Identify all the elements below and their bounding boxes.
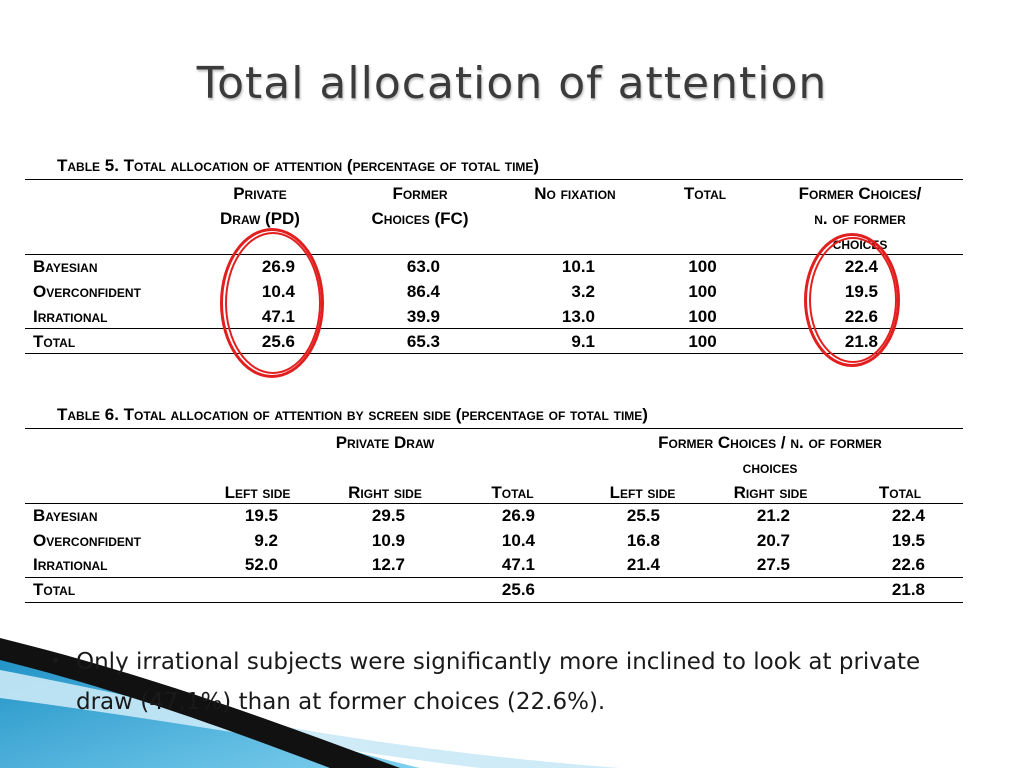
t5-cell-nofix: 10.1 — [561, 257, 595, 276]
table5-top-rule — [25, 179, 963, 180]
t6-subheader: Right side — [733, 483, 808, 502]
t5-row-label: Overconfident — [33, 282, 141, 301]
t6-cell: 12.7 — [371, 555, 405, 574]
t6-cell: 22.6 — [891, 555, 925, 574]
table6-header-rule — [25, 503, 963, 504]
t6-subheader: Total — [491, 483, 534, 502]
t5-cell-fc: 39.9 — [406, 307, 440, 326]
t6-cell: 52.0 — [244, 555, 278, 574]
decorative-wave-graphic — [0, 638, 620, 768]
table5-bottom-rule — [25, 353, 963, 354]
t6-cell: 21.4 — [626, 555, 660, 574]
t6-row-label: Irrational — [33, 555, 108, 574]
t6-group-header-former-choices: Former Choices / n. of former choices — [658, 433, 882, 477]
bullet-text: Only irrational subjects were significan… — [76, 649, 921, 715]
t6-cell: 21.8 — [891, 580, 925, 599]
t6-cell: 26.9 — [501, 506, 535, 525]
t6-cell: 25.6 — [501, 580, 535, 599]
t6-cell: 21.2 — [756, 506, 790, 525]
t5-cell-fc: 65.3 — [406, 332, 440, 351]
t6-cell: 22.4 — [891, 506, 925, 525]
highlight-ellipse-former-choices — [804, 233, 900, 367]
t5-header-no-fixation: No fixation — [534, 184, 616, 203]
t5-cell-total: 100 — [688, 307, 717, 326]
t5-row-label: Total — [33, 332, 76, 351]
t6-cell: 19.5 — [244, 506, 278, 525]
t6-cell: 19.5 — [891, 531, 925, 550]
t6-subheader: Right side — [348, 483, 422, 502]
t6-cell: 29.5 — [371, 506, 405, 525]
bullet-point: • Only irrational subjects were signific… — [50, 642, 980, 722]
t5-cell-total: 100 — [688, 257, 717, 276]
t6-cell: 25.5 — [626, 506, 660, 525]
table5-caption: Table 5. Total allocation of attention (… — [57, 156, 540, 175]
table6-total-rule — [25, 577, 963, 578]
t6-row-label: Overconfident — [33, 531, 141, 550]
t5-header-former-choices: Former Choices (FC) — [371, 184, 469, 228]
t6-row-label: Total — [33, 580, 76, 599]
t6-group-header-private-draw: Private Draw — [335, 433, 435, 452]
table5-header-rule — [25, 254, 963, 255]
t6-cell: 9.2 — [254, 531, 278, 550]
t5-header-total: Total — [683, 184, 727, 203]
bullet-dot: • — [50, 651, 61, 672]
highlight-ellipse-private-draw — [220, 228, 324, 378]
t6-cell: 47.1 — [501, 555, 535, 574]
table6-caption: Table 6. Total allocation of attention b… — [57, 405, 648, 424]
t5-cell-nofix: 9.1 — [571, 332, 595, 351]
t6-cell: 10.9 — [371, 531, 405, 550]
t6-row-label: Bayesian — [33, 506, 98, 525]
t5-header-private-draw: Private Draw (PD) — [220, 184, 300, 228]
t5-cell-nofix: 13.0 — [561, 307, 595, 326]
t6-cell: 20.7 — [756, 531, 790, 550]
t6-subheader: Left side — [609, 483, 676, 502]
table5-total-rule — [25, 328, 963, 329]
highlight-ellipse-private-draw-inner — [225, 232, 321, 374]
t6-cell: 10.4 — [501, 531, 535, 550]
t6-subheader: Left side — [224, 483, 291, 502]
table6-bottom-rule — [25, 602, 963, 603]
table6-top-rule — [25, 428, 963, 429]
slide-title: Total allocation of attention — [196, 58, 828, 109]
t5-cell-fc: 63.0 — [406, 257, 440, 276]
t6-cell: 16.8 — [626, 531, 660, 550]
t6-cell: 27.5 — [756, 555, 790, 574]
t6-subheader: Total — [878, 483, 922, 502]
t5-cell-total: 100 — [688, 332, 717, 351]
t5-cell-nofix: 3.2 — [571, 282, 595, 301]
highlight-ellipse-former-choices-inner — [809, 237, 897, 363]
t5-row-label: Irrational — [33, 307, 108, 326]
t5-row-label: Bayesian — [33, 257, 98, 276]
t5-cell-total: 100 — [688, 282, 717, 301]
t5-cell-fc: 86.4 — [406, 282, 440, 301]
